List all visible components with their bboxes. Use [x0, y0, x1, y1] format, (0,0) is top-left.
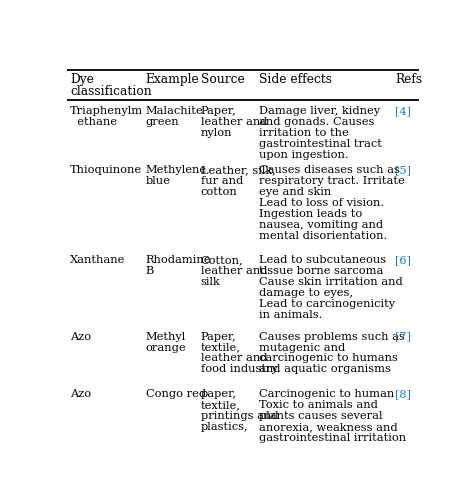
Text: textile,: textile,	[201, 400, 240, 410]
Text: in animals.: in animals.	[259, 310, 323, 320]
Text: eye and skin: eye and skin	[259, 187, 332, 197]
Text: textile,: textile,	[201, 342, 240, 352]
Text: Toxic to animals and: Toxic to animals and	[259, 400, 378, 410]
Text: Paper,: Paper,	[201, 106, 237, 116]
Text: anorexia, weakness and: anorexia, weakness and	[259, 422, 398, 432]
Text: Azo: Azo	[70, 331, 91, 341]
Text: Cotton,: Cotton,	[201, 255, 243, 265]
Text: Side effects: Side effects	[259, 73, 332, 86]
Text: irritation to the: irritation to the	[259, 128, 349, 138]
Text: Refs: Refs	[395, 73, 422, 86]
Text: Congo red: Congo red	[146, 389, 206, 399]
Text: fur and: fur and	[201, 176, 243, 186]
Text: Paper,: Paper,	[201, 331, 237, 341]
Text: leather and: leather and	[201, 353, 267, 363]
Text: carcinogenic to humans: carcinogenic to humans	[259, 353, 398, 363]
Text: mental disorientation.: mental disorientation.	[259, 231, 388, 241]
Text: Rhodamine: Rhodamine	[146, 255, 211, 265]
Text: mutagenic and: mutagenic and	[259, 342, 346, 352]
Text: Damage liver, kidney: Damage liver, kidney	[259, 106, 381, 116]
Text: plants causes several: plants causes several	[259, 411, 383, 421]
Text: upon ingestion.: upon ingestion.	[259, 150, 349, 160]
Text: Carcinogenic to human: Carcinogenic to human	[259, 389, 395, 399]
Text: gastrointestinal irritation: gastrointestinal irritation	[259, 433, 407, 443]
Text: [5]: [5]	[395, 165, 411, 175]
Text: leather and: leather and	[201, 117, 267, 127]
Text: [7]: [7]	[395, 331, 411, 341]
Text: damage to eyes,: damage to eyes,	[259, 288, 354, 298]
Text: [4]: [4]	[395, 106, 411, 116]
Text: nausea, vomiting and: nausea, vomiting and	[259, 220, 383, 230]
Text: cotton: cotton	[201, 187, 237, 197]
Text: respiratory tract. Irritate: respiratory tract. Irritate	[259, 176, 405, 186]
Text: Malachite: Malachite	[146, 106, 203, 116]
Text: Cause skin irritation and: Cause skin irritation and	[259, 277, 403, 287]
Text: tissue borne sarcoma: tissue borne sarcoma	[259, 266, 384, 276]
Text: blue: blue	[146, 176, 171, 186]
Text: Ingestion leads to: Ingestion leads to	[259, 209, 363, 219]
Text: food industry: food industry	[201, 364, 278, 374]
Text: [6]: [6]	[395, 255, 411, 265]
Text: paper,: paper,	[201, 389, 237, 399]
Text: ethane: ethane	[70, 117, 117, 127]
Text: printings and: printings and	[201, 411, 278, 421]
Text: Azo: Azo	[70, 389, 91, 399]
Text: Leather, silk,: Leather, silk,	[201, 165, 275, 175]
Text: Methylene: Methylene	[146, 165, 207, 175]
Text: Methyl: Methyl	[146, 331, 186, 341]
Text: nylon: nylon	[201, 128, 232, 138]
Text: Example: Example	[146, 73, 200, 86]
Text: silk: silk	[201, 277, 220, 287]
Text: Triaphenylm: Triaphenylm	[70, 106, 144, 116]
Text: green: green	[146, 117, 179, 127]
Text: B: B	[146, 266, 154, 276]
Text: classification: classification	[70, 85, 152, 98]
Text: plastics,: plastics,	[201, 422, 248, 432]
Text: Thioquinone: Thioquinone	[70, 165, 142, 175]
Text: Causes problems such as: Causes problems such as	[259, 331, 405, 341]
Text: orange: orange	[146, 342, 186, 352]
Text: and gonads. Causes: and gonads. Causes	[259, 117, 375, 127]
Text: Source: Source	[201, 73, 245, 86]
Text: Lead to carcinogenicity: Lead to carcinogenicity	[259, 299, 396, 309]
Text: Lead to loss of vision.: Lead to loss of vision.	[259, 198, 384, 208]
Text: [8]: [8]	[395, 389, 411, 399]
Text: gastrointestinal tract: gastrointestinal tract	[259, 139, 383, 149]
Text: Lead to subcutaneous: Lead to subcutaneous	[259, 255, 387, 265]
Text: Dye: Dye	[70, 73, 94, 86]
Text: leather and: leather and	[201, 266, 267, 276]
Text: Xanthane: Xanthane	[70, 255, 126, 265]
Text: and aquatic organisms: and aquatic organisms	[259, 364, 392, 374]
Text: Causes diseases such as: Causes diseases such as	[259, 165, 401, 175]
